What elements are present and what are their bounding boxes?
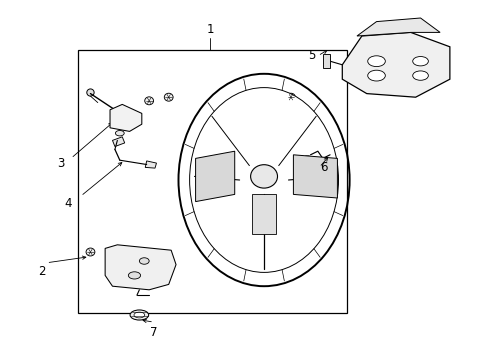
Polygon shape <box>110 104 142 131</box>
Polygon shape <box>342 32 449 97</box>
Polygon shape <box>112 137 124 147</box>
Ellipse shape <box>87 89 94 96</box>
Ellipse shape <box>134 312 144 318</box>
Ellipse shape <box>412 71 427 80</box>
Ellipse shape <box>286 93 295 101</box>
Text: 5: 5 <box>307 49 315 62</box>
Text: 1: 1 <box>206 23 214 36</box>
Ellipse shape <box>115 131 124 136</box>
Text: 3: 3 <box>57 157 65 170</box>
Ellipse shape <box>412 57 427 66</box>
Polygon shape <box>195 151 234 202</box>
Polygon shape <box>322 54 329 68</box>
Text: 7: 7 <box>150 326 158 339</box>
Bar <box>78 50 346 313</box>
Text: 4: 4 <box>64 197 72 210</box>
Polygon shape <box>145 161 156 168</box>
Text: 2: 2 <box>38 265 45 278</box>
Polygon shape <box>356 18 439 36</box>
Ellipse shape <box>250 165 277 188</box>
Ellipse shape <box>130 310 148 320</box>
Ellipse shape <box>303 153 309 157</box>
Ellipse shape <box>139 258 149 264</box>
Polygon shape <box>293 155 337 198</box>
Text: 6: 6 <box>320 161 327 174</box>
Ellipse shape <box>367 56 385 67</box>
Ellipse shape <box>189 87 338 273</box>
Ellipse shape <box>164 93 173 101</box>
Ellipse shape <box>367 70 385 81</box>
Polygon shape <box>105 245 176 290</box>
Bar <box>251 194 276 234</box>
Ellipse shape <box>128 272 141 279</box>
Ellipse shape <box>144 97 153 105</box>
Ellipse shape <box>86 248 95 256</box>
